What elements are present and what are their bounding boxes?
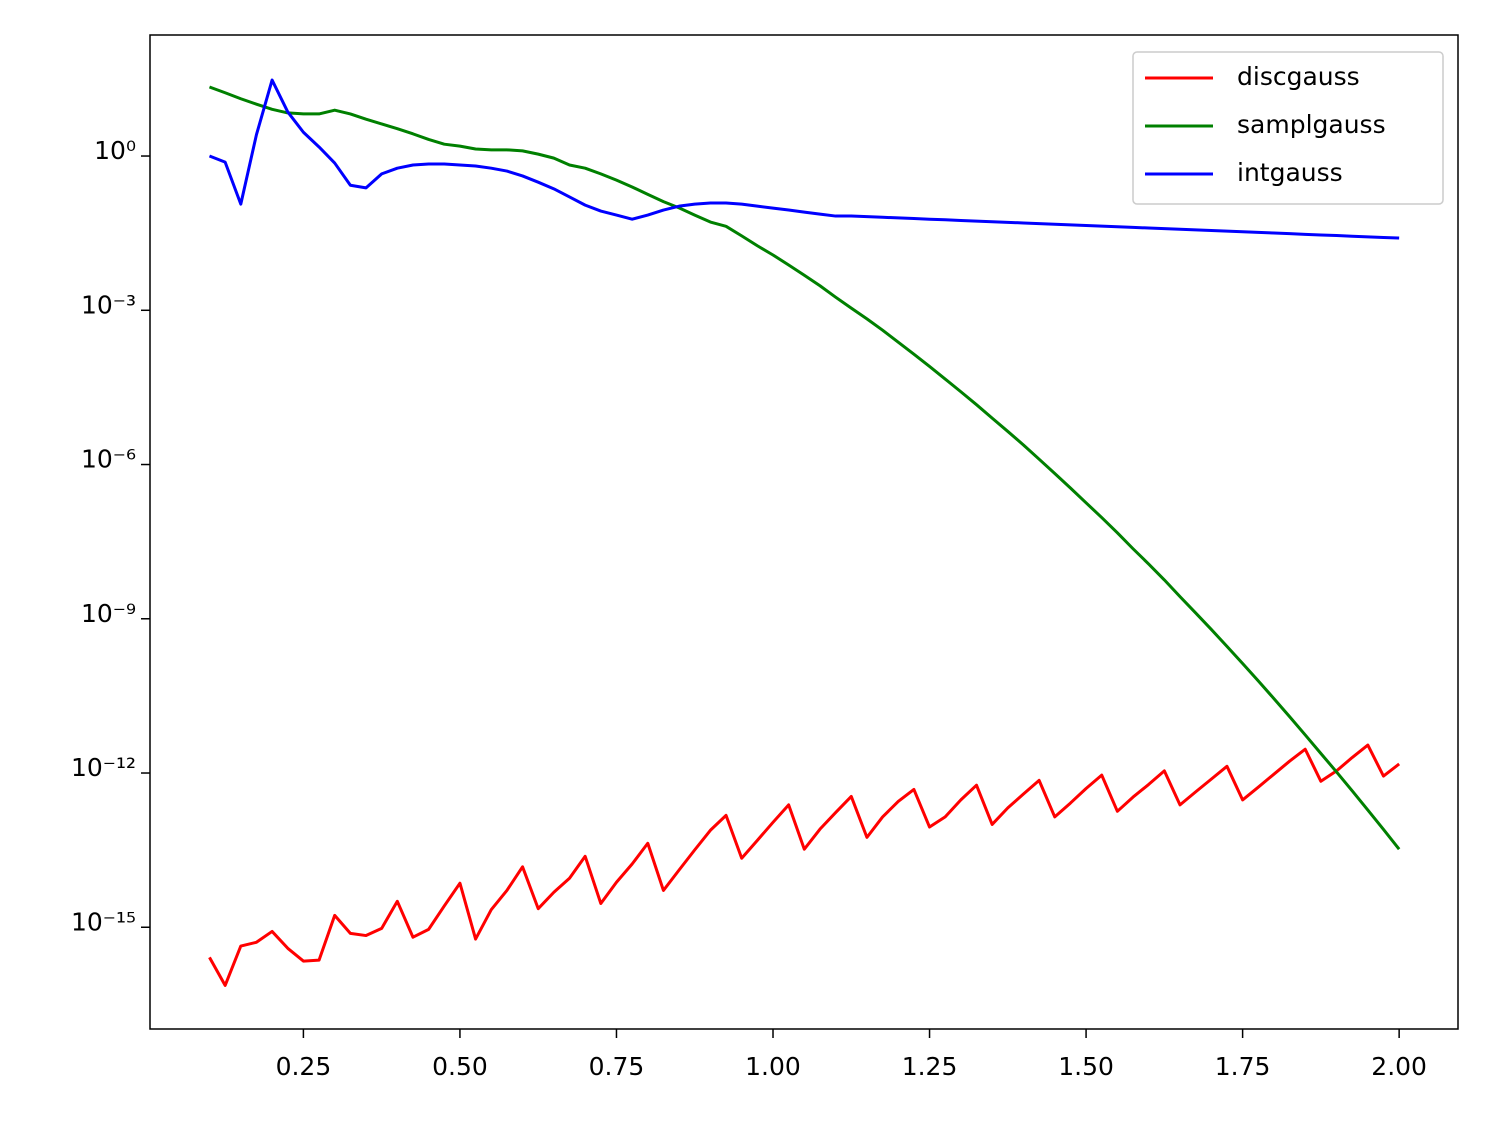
legend-box xyxy=(1132,51,1444,205)
y-tick-label: 10⁻⁹ xyxy=(81,599,136,628)
x-tick-label: 1.25 xyxy=(902,1052,958,1081)
legend-label: discgauss xyxy=(1237,62,1360,91)
x-tick-label: 1.75 xyxy=(1215,1052,1271,1081)
y-tick-label: 10⁰ xyxy=(94,136,136,165)
legend-label: intgauss xyxy=(1237,158,1343,187)
x-tick-label: 2.00 xyxy=(1371,1052,1427,1081)
y-tick-label: 10⁻¹² xyxy=(71,753,136,782)
y-tick-label: 10⁻³ xyxy=(81,290,136,319)
x-tick-label: 1.00 xyxy=(745,1052,801,1081)
series-line xyxy=(208,743,1401,987)
legend-label: samplgauss xyxy=(1237,110,1386,139)
x-tick-label: 1.50 xyxy=(1058,1052,1114,1081)
x-tick-label: 0.25 xyxy=(276,1052,332,1081)
plot-frame xyxy=(149,34,1459,1030)
series-line xyxy=(208,78,1400,240)
y-tick-label: 10⁻⁶ xyxy=(81,445,136,474)
series-line xyxy=(208,85,1401,851)
x-tick-label: 0.75 xyxy=(589,1052,645,1081)
y-tick-label: 10⁻¹⁵ xyxy=(71,907,136,936)
x-tick-label: 0.50 xyxy=(432,1052,488,1081)
